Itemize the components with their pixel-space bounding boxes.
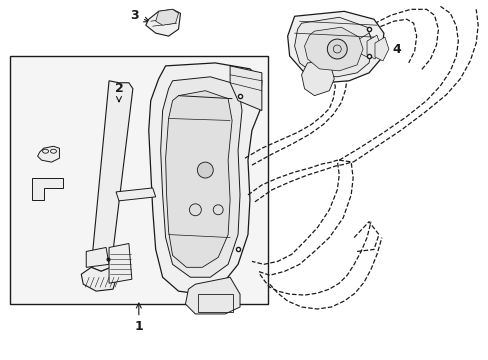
Polygon shape bbox=[32, 178, 63, 200]
Polygon shape bbox=[358, 33, 372, 57]
Polygon shape bbox=[145, 9, 180, 36]
Polygon shape bbox=[301, 61, 334, 96]
Polygon shape bbox=[38, 146, 60, 162]
Polygon shape bbox=[109, 243, 132, 283]
Polygon shape bbox=[304, 27, 362, 71]
Polygon shape bbox=[287, 11, 383, 83]
Polygon shape bbox=[185, 277, 240, 314]
Text: 2: 2 bbox=[114, 82, 123, 102]
Polygon shape bbox=[161, 77, 242, 277]
Polygon shape bbox=[81, 267, 116, 291]
Text: 4: 4 bbox=[380, 42, 400, 55]
Polygon shape bbox=[230, 66, 262, 111]
Polygon shape bbox=[86, 247, 109, 267]
Polygon shape bbox=[294, 17, 372, 77]
Polygon shape bbox=[165, 91, 232, 267]
Bar bbox=[198, 294, 233, 312]
Polygon shape bbox=[91, 81, 133, 271]
Bar bbox=[10, 56, 267, 304]
Ellipse shape bbox=[42, 149, 48, 153]
Ellipse shape bbox=[50, 149, 56, 153]
Polygon shape bbox=[116, 188, 155, 201]
Text: 3: 3 bbox=[130, 9, 149, 22]
Polygon shape bbox=[155, 9, 178, 25]
Polygon shape bbox=[366, 35, 380, 59]
Circle shape bbox=[197, 162, 213, 178]
Polygon shape bbox=[148, 63, 262, 294]
Text: 1: 1 bbox=[134, 303, 143, 333]
Circle shape bbox=[326, 39, 346, 59]
Polygon shape bbox=[374, 37, 388, 61]
